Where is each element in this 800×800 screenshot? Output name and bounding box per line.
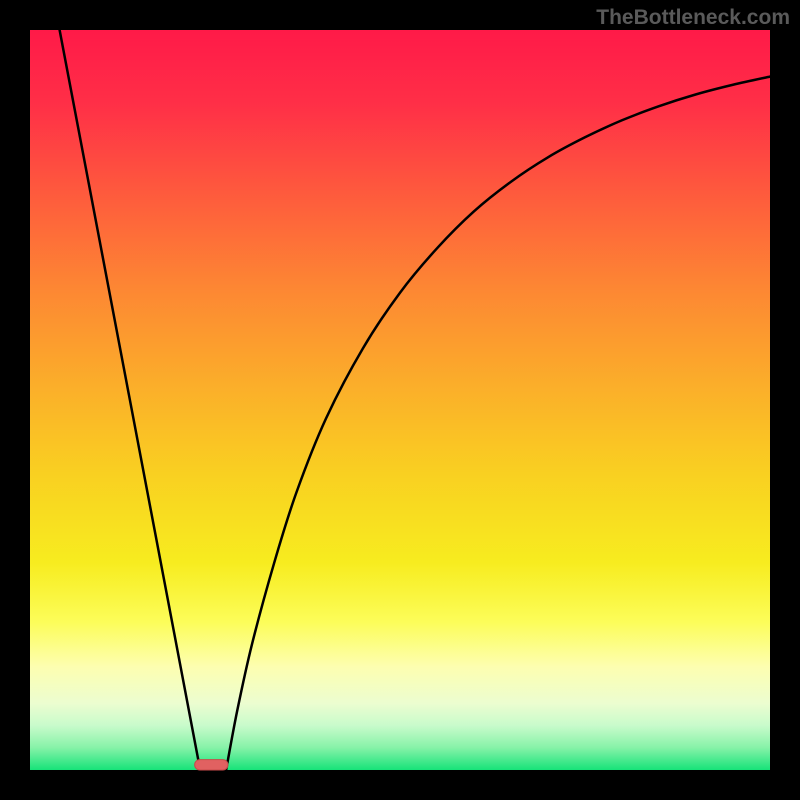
bottleneck-chart	[0, 0, 800, 800]
chart-background	[30, 30, 770, 770]
optimal-marker	[195, 760, 228, 770]
watermark-text: TheBottleneck.com	[596, 6, 790, 30]
chart-container: TheBottleneck.com	[0, 0, 800, 800]
